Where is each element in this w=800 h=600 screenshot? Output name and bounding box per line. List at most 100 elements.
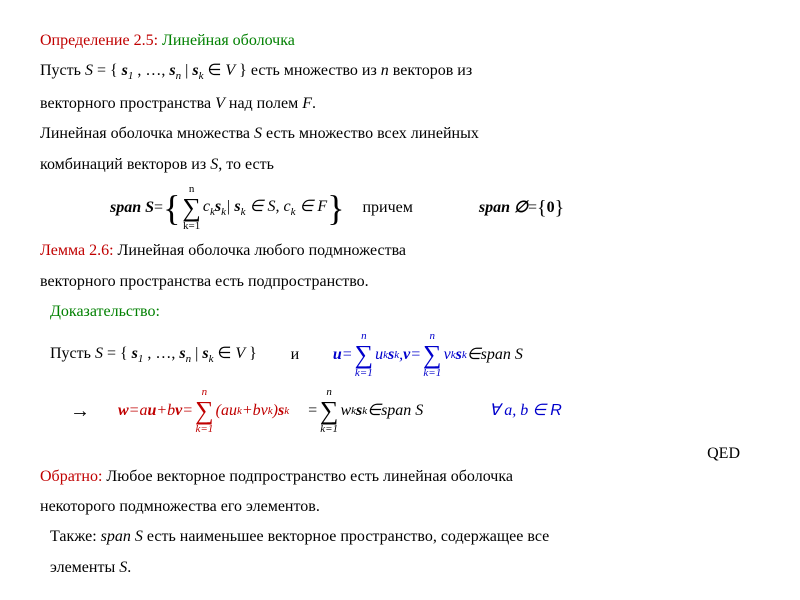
equals: = (182, 400, 193, 422)
var-uk: u (375, 344, 383, 366)
var-S: S (135, 528, 143, 545)
definition-header: Определение 2.5: Линейная оболочка (40, 30, 760, 52)
span-S: span S (481, 344, 523, 366)
var-S: S (85, 62, 93, 79)
var-w: w (118, 400, 129, 422)
forall-condition: ∀ a, b ∈ R (489, 400, 561, 422)
set-R: R (550, 402, 562, 419)
span-S: span S (110, 197, 154, 219)
sigma-icon: ∑ (195, 398, 214, 424)
proof-label: Доказательство: (50, 303, 160, 320)
text: комбинаций векторов из (40, 156, 210, 173)
equals: = (307, 400, 318, 422)
sum-symbol: n∑k=1 (355, 331, 374, 379)
var-V: V (235, 345, 245, 362)
converse-row2: некоторого подмножества его элементов. (40, 496, 760, 518)
var-v: v (403, 344, 410, 366)
text: = { (93, 62, 122, 79)
sum-bottom: k=1 (195, 424, 213, 435)
sigma-icon: ∑ (320, 398, 339, 424)
equals: = (528, 197, 537, 219)
var-a: a (139, 400, 147, 422)
converse-label: Обратно: (40, 468, 102, 485)
var-vk: v (444, 344, 451, 366)
proof-line-1: Пусть S = { s1 , …, sn | sk ∈ V } и u = … (50, 331, 760, 379)
text: Любое векторное подпространство есть лин… (102, 468, 513, 485)
w-equation: w = au + bv = n∑k=1 ( auk + bvk ) sk (118, 387, 289, 435)
text: элементы (50, 559, 119, 576)
lemma-line2: векторного пространства есть подпростран… (40, 271, 760, 293)
text: ∈ (203, 62, 225, 79)
var-u: u (147, 400, 156, 422)
proof-line-2: → w = au + bv = n∑k=1 ( auk + bvk ) sk =… (50, 387, 760, 435)
condition: | sk ∈ S, ck ∈ F (226, 196, 327, 221)
sum-bottom: k=1 (320, 424, 338, 435)
lemma-text2: векторного пространства есть подпростран… (40, 273, 369, 290)
var-ab: a, b (504, 402, 528, 419)
text: векторного пространства (40, 95, 215, 112)
equals: = (342, 344, 353, 366)
paragraph-1: Пусть S = { s1 , …, sn | sk ∈ V } есть м… (40, 60, 760, 85)
proof-label-row: Доказательство: (50, 301, 760, 323)
in-symbol: ∈ (367, 400, 381, 422)
zero-vector: 0 (547, 197, 555, 219)
text: } (245, 345, 257, 362)
text: | (191, 345, 202, 362)
var-S: S (95, 345, 103, 362)
text-prichem: причем (362, 197, 412, 219)
lemma-text: Линейная оболочка любого подмножества (114, 242, 407, 259)
w-result: = n∑k=1 wksk ∈ span S (307, 387, 423, 435)
text: } есть множество из (235, 62, 381, 79)
text: , …, (143, 345, 179, 362)
sub-k: k (241, 206, 246, 218)
text-and: и (275, 344, 315, 366)
var-b: b (167, 400, 175, 422)
forall-icon: ∀ (489, 402, 504, 419)
equals: = (129, 400, 140, 422)
sum-bottom: k=1 (183, 221, 200, 232)
text: | (181, 62, 192, 79)
brace-left-icon: { (537, 198, 547, 218)
converse-row: Обратно: Любое векторное подпространство… (40, 466, 760, 488)
text: над полем (225, 95, 302, 112)
paragraph-1b: векторного пространства V над полем F. (40, 93, 760, 115)
text: есть множество всех линейных (262, 125, 479, 142)
text: . (127, 559, 131, 576)
term: cksk (203, 196, 226, 221)
plus: + (156, 400, 167, 422)
in-symbol: ∈ (467, 344, 481, 366)
definition-title: Линейная оболочка (158, 32, 295, 49)
paragraph-2: Линейная оболочка множества S есть множе… (40, 123, 760, 145)
lemma-label: Лемма 2.6: (40, 242, 114, 259)
equals: = (410, 344, 421, 366)
brace-right-icon: } (327, 190, 344, 226)
sigma-icon: ∑ (182, 195, 201, 221)
text: , то есть (218, 156, 274, 173)
equation-span-definition: span S = { n ∑ k=1 cksk | sk ∈ S, ck ∈ F… (40, 184, 760, 232)
text: векторов из (389, 62, 472, 79)
sigma-icon: ∑ (355, 342, 374, 368)
also-row2: элементы S. (50, 557, 760, 579)
in-symbol: ∈ (528, 402, 550, 419)
sigma-icon: ∑ (423, 342, 442, 368)
text: = { (103, 345, 132, 362)
arrow-icon: → (70, 397, 90, 425)
text: ∈ (213, 345, 235, 362)
var-F: F (302, 95, 312, 112)
text: Пусть (50, 345, 95, 362)
equals: = (154, 197, 163, 219)
text: некоторого подмножества его элементов. (40, 498, 320, 515)
var-bv: bv (253, 400, 268, 422)
text: есть наименьшее векторное пространство, … (143, 528, 549, 545)
var-S: S (119, 559, 127, 576)
span-word: span (101, 528, 135, 545)
var-V: V (215, 95, 225, 112)
span-empty: span ∅ (479, 197, 528, 219)
sum-bottom: k=1 (423, 368, 441, 379)
paragraph-2b: комбинаций векторов из S, то есть (40, 154, 760, 176)
var-u: u (333, 344, 342, 366)
var-wk: w (340, 400, 351, 422)
definition-label: Определение 2.5: (40, 32, 158, 49)
sum-bottom: k=1 (355, 368, 373, 379)
var-n: n (381, 62, 389, 79)
